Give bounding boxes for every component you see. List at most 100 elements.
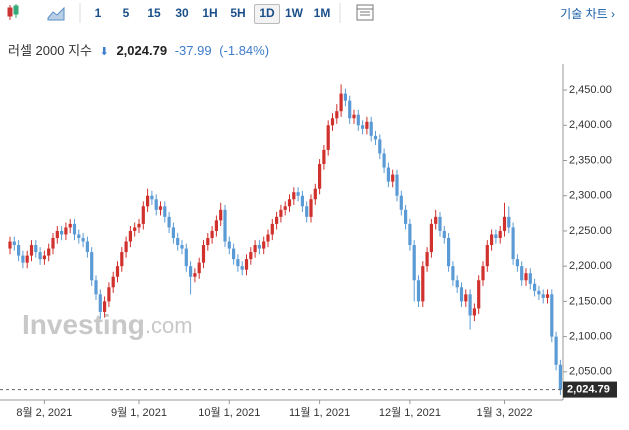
candle-body [459, 287, 464, 302]
candle-body [335, 111, 339, 119]
candle-body [34, 245, 38, 253]
y-tick-label: 2,050.00 [569, 366, 612, 378]
interval-button[interactable]: 1 [94, 6, 102, 20]
candle-body [468, 294, 472, 316]
candle-body [90, 252, 94, 281]
watermark-main: Investing [22, 309, 145, 340]
candle-body [189, 266, 193, 277]
candle-body [537, 290, 541, 295]
candle-body [266, 234, 270, 242]
candle-body [201, 245, 206, 263]
candle-body [447, 237, 451, 267]
candle-body [373, 135, 378, 140]
candle-body [326, 125, 330, 150]
candle-body [472, 308, 476, 316]
candle-body [330, 118, 335, 126]
watermark-suffix: .com [145, 313, 193, 338]
candle-body [29, 245, 34, 256]
link-text[interactable]: 기술 차트 [560, 7, 608, 21]
technical-chart-link[interactable]: 기술 차트 › [560, 7, 615, 21]
table-icon[interactable] [356, 4, 374, 21]
candle-icon[interactable] [7, 4, 19, 20]
candle-body [206, 237, 210, 246]
candle-body [545, 294, 550, 298]
candle-body [236, 259, 240, 267]
candle-body [451, 266, 455, 281]
candle-body [120, 252, 124, 267]
candle-body [154, 199, 158, 210]
candle-body [429, 223, 433, 253]
candle-body [485, 245, 489, 267]
candle-body [47, 248, 51, 256]
candle-body [494, 234, 498, 238]
candle-body [442, 230, 446, 238]
candle-body [386, 167, 390, 182]
candle-body [244, 259, 249, 270]
candle-body [107, 287, 111, 302]
candle-body [305, 206, 309, 217]
interval-button[interactable]: 1D [254, 4, 280, 24]
interval-button[interactable]: 1W [285, 6, 303, 20]
y-tick-label: 2,450.00 [569, 84, 612, 96]
candle-body [343, 93, 347, 101]
candle-body [421, 266, 425, 302]
candle-body [171, 227, 175, 238]
candle-body [55, 230, 59, 238]
y-tick-label: 2,300.00 [569, 190, 612, 202]
candle-body [146, 195, 150, 207]
candle-body [279, 209, 283, 217]
candle-body [313, 188, 317, 200]
x-tick-label: 10월 1, 2021 [198, 406, 260, 419]
candle-body [515, 259, 519, 267]
candle-body [38, 252, 42, 260]
candle-body [502, 216, 507, 231]
candle-body [214, 220, 218, 231]
interval-button[interactable]: 5H [230, 6, 246, 20]
candle-body [382, 153, 386, 168]
x-tick-label: 1월 3, 2022 [477, 406, 533, 419]
candle-body [425, 252, 429, 267]
y-tick-label: 2,100.00 [569, 331, 612, 343]
candle-body [163, 206, 167, 217]
candle-body [554, 336, 558, 365]
interval-button[interactable]: 1M [313, 6, 331, 20]
candle-body [434, 216, 438, 224]
toolbar: 기술 차트 › 1 5 15 30 1H 5H 1D 1W 1M [0, 0, 629, 26]
candle-body [64, 227, 68, 235]
change-percent: (-1.84%) [219, 43, 270, 58]
candle-body [176, 237, 180, 246]
candle-body [283, 206, 287, 210]
current-price-box [563, 381, 617, 398]
area-icon[interactable] [47, 6, 65, 21]
interval-button[interactable]: 1H [202, 6, 218, 20]
candle-body [72, 223, 77, 235]
candle-body [378, 139, 382, 154]
candle-body [98, 294, 102, 312]
candle-body [167, 216, 171, 228]
candle-body [141, 206, 145, 224]
candle-body [404, 209, 408, 224]
x-tick-label: 9월 1, 2021 [111, 406, 167, 419]
candle-body [128, 230, 132, 242]
candle-body [533, 283, 537, 291]
candle-body [369, 121, 373, 136]
toolbar-icons [7, 3, 374, 23]
candle-body [257, 245, 261, 249]
candle-body [361, 125, 365, 129]
price: 2,024.79 [116, 43, 168, 58]
y-tick-label: 2,350.00 [569, 154, 612, 166]
interval-button[interactable]: 30 [175, 6, 189, 20]
candle-body [558, 364, 562, 390]
candle-body [550, 294, 554, 337]
candle-body [21, 255, 25, 263]
y-tick-label: 2,200.00 [569, 260, 612, 272]
candle-body [412, 245, 416, 281]
candle-body [318, 164, 322, 189]
interval-button[interactable]: 5 [122, 6, 130, 20]
interval-button[interactable]: 15 [147, 6, 161, 20]
candle-body [232, 248, 236, 260]
candle-body [498, 230, 502, 238]
candle-body [356, 114, 360, 126]
